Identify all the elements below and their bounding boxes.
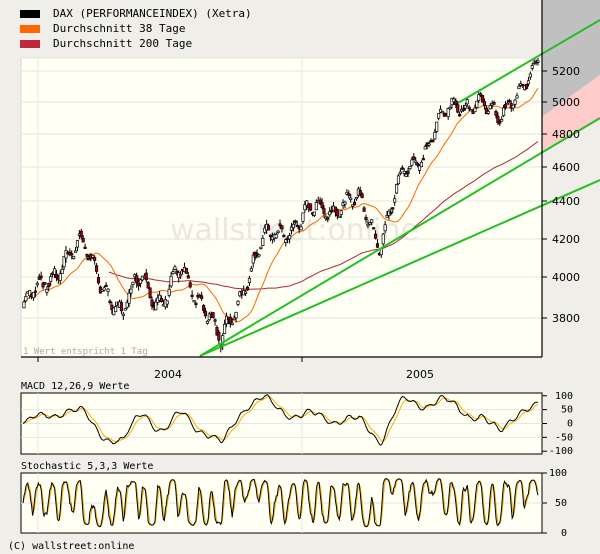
trend-lines	[199, 19, 600, 357]
y-label: 5200	[552, 65, 580, 78]
macd-y-label: 50	[561, 405, 573, 416]
chart-note: 1 Wert entspricht 1 Tag	[23, 347, 148, 357]
y-label: 3800	[552, 312, 580, 325]
y-label: 4200	[552, 233, 580, 246]
legend-item-sma38: Durchschnitt 38 Tage	[20, 21, 252, 36]
main-plot-area	[20, 57, 543, 358]
stochastic-y-axis-labels: 0 50 100	[542, 468, 567, 539]
x-label-2004: 2004	[154, 368, 182, 381]
y-label: 4600	[552, 161, 580, 174]
y-label: 4000	[552, 271, 580, 284]
legend-item-sma200: Durchschnitt 200 Tage	[20, 36, 252, 51]
legend-label-dax: DAX (PERFORMANCEINDEX) (Xetra)	[53, 7, 252, 20]
stochastic-y-label: 0	[561, 528, 567, 539]
macd-lines	[22, 394, 539, 446]
stochastic-y-label: 100	[549, 468, 567, 479]
legend-label-sma38: Durchschnitt 38 Tage	[53, 22, 186, 35]
macd-y-label: 100	[555, 391, 573, 402]
stochastic-y-label: 50	[555, 498, 567, 509]
macd-y-label: -50	[555, 432, 573, 443]
trend-channel-fill	[542, 0, 600, 153]
sma38-line	[22, 87, 539, 323]
copyright-footer: (C) wallstreet:online	[8, 541, 135, 552]
macd-title: MACD 12,26,9 Werte	[21, 381, 130, 392]
stochastic-title: Stochastic 5,3,3 Werte	[21, 461, 154, 472]
legend-swatch-sma200	[20, 39, 40, 48]
legend-item-dax: DAX (PERFORMANCEINDEX) (Xetra)	[20, 6, 252, 21]
legend-swatch-dax	[20, 9, 40, 18]
macd-y-axis-labels: -100 -50 0 50 100	[542, 391, 573, 457]
stochastic-lines	[22, 478, 539, 528]
sma200-line	[108, 141, 539, 290]
macd-y-label: 0	[567, 419, 573, 430]
y-label: 4800	[552, 128, 580, 141]
macd-y-label: -100	[549, 446, 573, 457]
chart-legend: DAX (PERFORMANCEINDEX) (Xetra) Durchschn…	[20, 6, 252, 51]
price-candles	[22, 58, 540, 353]
y-label: 4400	[552, 195, 580, 208]
legend-label-sma200: Durchschnitt 200 Tage	[53, 37, 193, 50]
x-label-2005: 2005	[406, 368, 434, 381]
legend-swatch-sma38	[20, 24, 40, 33]
main-y-axis-labels: 3800 4000 4200 4400 4600 4800 5000 5200	[542, 65, 580, 325]
y-label: 5000	[552, 96, 580, 109]
watermark: wallstreet:online	[170, 213, 419, 248]
